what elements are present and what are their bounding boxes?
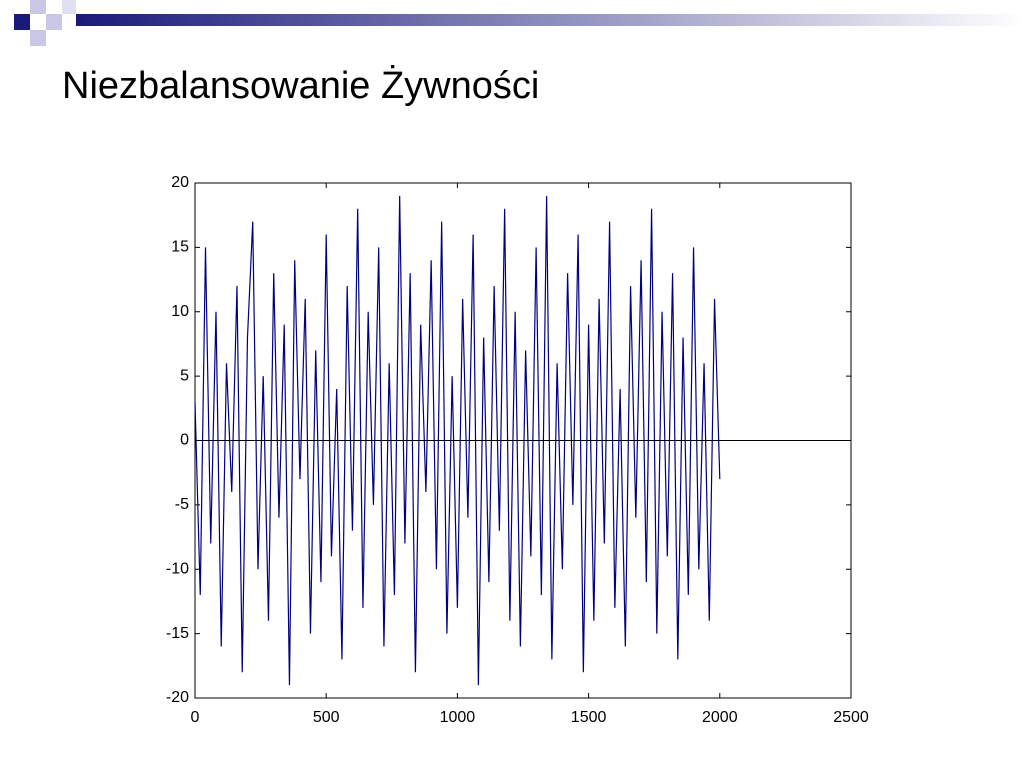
deco-square: [14, 14, 30, 30]
deco-square: [30, 30, 46, 46]
x-tick-label: 2500: [833, 709, 869, 726]
x-tick-label: 1500: [571, 709, 607, 726]
deco-square: [30, 0, 46, 14]
slide-title: Niezbalansowanie Żywności: [62, 64, 539, 107]
deco-square: [62, 0, 76, 14]
x-tick-label: 2000: [702, 709, 738, 726]
x-tick-label: 0: [191, 709, 200, 726]
y-tick-label: 20: [171, 174, 189, 191]
y-tick-label: 15: [171, 239, 189, 256]
y-tick-label: 0: [180, 432, 189, 449]
x-tick-label: 500: [313, 709, 340, 726]
y-tick-label: 5: [180, 367, 189, 384]
y-tick-label: -10: [166, 560, 189, 577]
signal-line: [194, 195, 721, 686]
y-tick-label: -5: [175, 496, 189, 513]
x-tick-label: 1000: [440, 709, 476, 726]
y-tick-label: -20: [166, 689, 189, 706]
y-tick-label: -15: [166, 625, 189, 642]
y-tick-label: 10: [171, 303, 189, 320]
deco-square: [46, 14, 62, 30]
header-bar: [76, 14, 1024, 26]
